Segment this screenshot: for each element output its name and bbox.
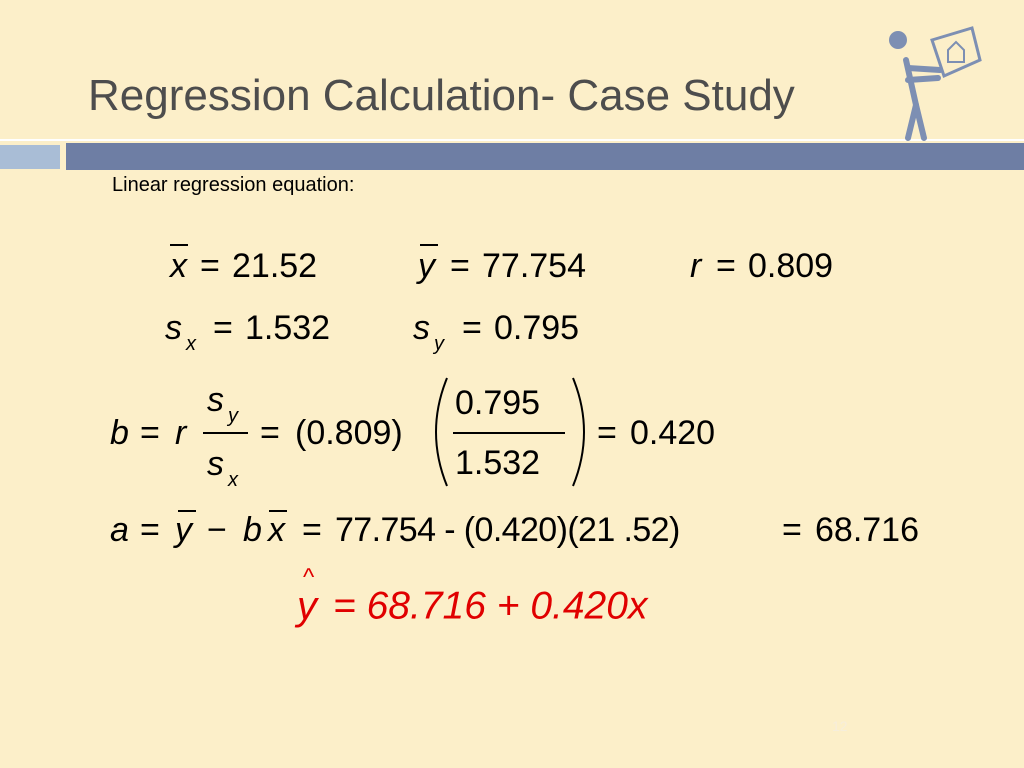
sign: = (213, 309, 233, 347)
symbol: y (175, 511, 192, 549)
value: 0.809 (748, 247, 834, 285)
hat: ^ (303, 564, 315, 591)
rule (0, 139, 1024, 141)
subscript: x (228, 469, 238, 491)
sign: = (597, 414, 617, 452)
symbol: s (165, 309, 182, 347)
symbol: x (170, 247, 187, 285)
overline (170, 244, 188, 246)
subtitle: Linear regression equation: (112, 174, 355, 196)
sign: = (450, 247, 470, 285)
sign: = (140, 511, 160, 549)
sign: = (782, 511, 802, 549)
overline (420, 244, 438, 246)
fitted-equation: = 68.716 + 0.420x (333, 584, 648, 628)
title: Regression Calculation- Case Study (88, 71, 795, 120)
symbol: b (110, 414, 129, 452)
symbol: r (175, 414, 187, 452)
value: 0.795 (494, 309, 580, 347)
symbol: s (207, 381, 224, 419)
result: 0.420 (630, 414, 716, 452)
value: 21.52 (232, 247, 318, 285)
symbol: s (207, 445, 224, 483)
fraction-line (453, 432, 565, 434)
symbol: y (418, 247, 435, 285)
sign: = (302, 511, 322, 549)
symbol: r (690, 247, 702, 285)
parentheses (435, 377, 585, 487)
sign: = (140, 414, 160, 452)
numerator: 0.795 (455, 384, 541, 422)
symbol: x (268, 511, 285, 549)
bar-main (66, 143, 1024, 170)
symbol: b (243, 511, 262, 549)
result: 68.716 (815, 511, 919, 549)
page-number: 12 (832, 718, 848, 734)
symbol: y (297, 584, 317, 628)
symbol: s (413, 309, 430, 347)
subscript: x (186, 333, 196, 355)
bar-left (0, 145, 60, 169)
value: 77.754 (482, 247, 586, 285)
value: (0.809) (295, 414, 403, 452)
expression: 77.754 - (0.420)(21 .52) (335, 511, 680, 549)
fraction-line (203, 432, 248, 434)
sign: = (260, 414, 280, 452)
sign: − (207, 511, 227, 549)
overline (269, 510, 287, 512)
denominator: 1.532 (455, 444, 541, 482)
sign: = (716, 247, 736, 285)
value: 1.532 (245, 309, 331, 347)
figure-icon (889, 26, 982, 141)
sign: = (200, 247, 220, 285)
subscript: y (434, 333, 444, 355)
symbol: a (110, 511, 129, 549)
overline (178, 510, 196, 512)
sign: = (462, 309, 482, 347)
subscript: y (228, 405, 238, 427)
